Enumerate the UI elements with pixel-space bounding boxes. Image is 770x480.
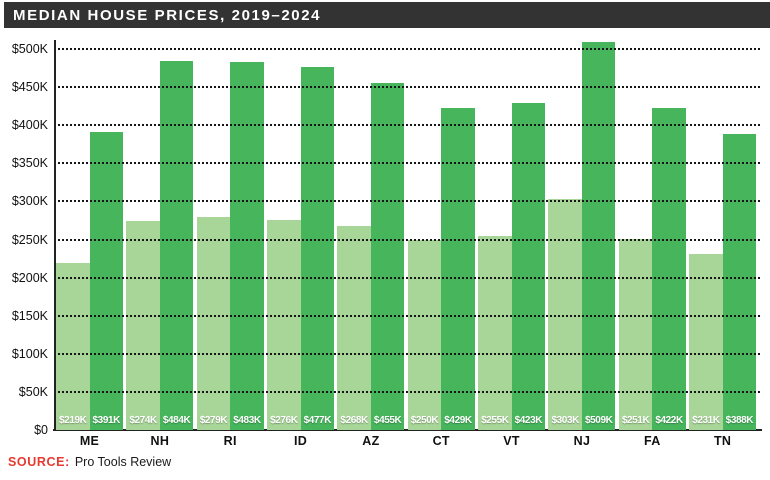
gridline (58, 238, 760, 241)
x-axis-label-FA: FA (644, 434, 661, 448)
y-axis: $0 $50K $100K $150K $200K $250K $300K $350K $400… (0, 36, 48, 437)
bar-value-label: $422K (655, 415, 683, 426)
bar-value-label: $276K (270, 415, 298, 426)
bar-group-ME: $219K $391K (56, 36, 123, 430)
bar-value-label: $303K (551, 415, 579, 426)
bar-2024-ID: $477K (300, 66, 335, 430)
bar-value-label: $477K (303, 415, 332, 426)
bar-value-label: $484K (162, 415, 191, 426)
bar-2024-CT: $429K (441, 107, 475, 430)
bar-value-label: $391K (92, 415, 121, 426)
y-tick-label: $50K (18, 384, 48, 399)
y-tick-label: $0 (34, 423, 48, 437)
x-axis-label-TN: TN (714, 434, 732, 448)
bar-group-AZ: $268K $455K (337, 36, 405, 430)
bar-value-label: $231K (692, 415, 720, 426)
y-tick-label: $100K (11, 346, 48, 361)
bar-value-label: $429K (444, 415, 472, 426)
bar-2019-CT: $250K (407, 239, 442, 430)
bar-value-label: $455K (373, 415, 402, 426)
bar-value-label: $274K (129, 415, 157, 426)
bar-2024-NJ: $509K (581, 42, 616, 430)
bar-value-label: $251K (621, 415, 650, 426)
bar-2019-ME: $219K (56, 263, 90, 430)
gridline (58, 200, 760, 203)
bar-2019-RI: $279K (196, 217, 231, 430)
x-axis-label-CT: CT (432, 434, 450, 448)
bar-group-CT: $250K $429K (407, 36, 475, 430)
x-axis-labels: ME NH RI ID AZ CT VT NJ FA TN (56, 434, 762, 450)
y-tick-label: $500K (11, 42, 48, 56)
bar-group-VT: $255K $423K (478, 36, 546, 430)
bar-2024-FA: $422K (652, 108, 686, 430)
gridline (58, 86, 760, 89)
bar-value-label: $483K (233, 415, 261, 426)
bar-value-label: $250K (410, 415, 439, 426)
bar-group-RI: $279K $483K (196, 36, 264, 430)
x-axis-label-NJ: NJ (573, 434, 591, 448)
x-axis-label-ME: ME (79, 434, 100, 448)
gridline (58, 352, 760, 355)
y-tick-label: $250K (11, 232, 48, 247)
gridline (58, 390, 760, 393)
bar-2019-VT: $255K (478, 235, 512, 430)
gridline (58, 276, 760, 279)
x-axis-label-VT: VT (503, 434, 520, 448)
bar-value-label: $255K (481, 415, 509, 426)
bar-group-TN: $231K $388K (689, 36, 757, 430)
bar-group-NJ: $303K $509K (548, 36, 616, 430)
source-label: SOURCE: (8, 455, 70, 469)
bar-value-label: $268K (340, 415, 368, 426)
bar-value-label: $388K (725, 415, 754, 426)
bar-value-label: $509K (584, 415, 613, 426)
y-tick-label: $150K (11, 308, 48, 323)
source-text: Pro Tools Review (74, 455, 172, 469)
y-tick-label: $450K (11, 80, 48, 95)
chart-title: MEDIAN HOUSE PRICES, 2019–2024 (13, 6, 322, 24)
gridline (58, 314, 760, 317)
gridline (58, 124, 760, 127)
x-axis-label-RI: RI (223, 434, 237, 448)
bar-2019-NH: $274K (126, 221, 160, 430)
bar-2024-NH: $484K (159, 61, 194, 430)
y-tick-label: $400K (11, 118, 48, 133)
bar-value-label: $279K (199, 415, 228, 426)
bar-2019-TN: $231K (689, 253, 723, 430)
bar-group-FA: $251K $422K (618, 36, 686, 430)
y-tick-label: $200K (11, 270, 48, 285)
bar-2024-RI: $483K (230, 61, 264, 430)
x-axis-line (53, 429, 762, 431)
bar-2024-TN: $388K (722, 134, 757, 430)
bar-group-NH: $274K $484K (126, 36, 194, 430)
bar-value-label: $219K (59, 415, 87, 426)
x-axis-label-ID: ID (293, 434, 308, 448)
source-line: SOURCE: Pro Tools Review (8, 455, 171, 469)
y-axis-line (54, 40, 56, 431)
bar-2024-ME: $391K (89, 132, 123, 430)
bar-value-label: $423K (514, 415, 543, 426)
chart-area: $0 $50K $100K $150K $200K $250K $300K $350K $400… (0, 28, 770, 480)
bar-2024-AZ: $455K (370, 83, 405, 430)
bar-2019-FA: $251K (618, 238, 653, 430)
x-axis-label-AZ: AZ (362, 434, 380, 448)
y-tick-label: $300K (11, 194, 48, 209)
gridline (58, 162, 760, 165)
y-tick-label: $350K (11, 156, 48, 171)
plot-area: $219K $391K $274K $484K $279K $483K $276K $477K… (56, 36, 762, 430)
x-axis-label-NH: NH (150, 434, 170, 448)
gridline (58, 48, 760, 50)
bar-2019-AZ: $268K (337, 225, 371, 430)
title-bar: MEDIAN HOUSE PRICES, 2019–2024 (4, 2, 770, 28)
bar-2024-VT: $423K (511, 103, 546, 430)
bar-group-ID: $276K $477K (267, 36, 335, 430)
bar-2019-ID: $276K (267, 219, 301, 430)
